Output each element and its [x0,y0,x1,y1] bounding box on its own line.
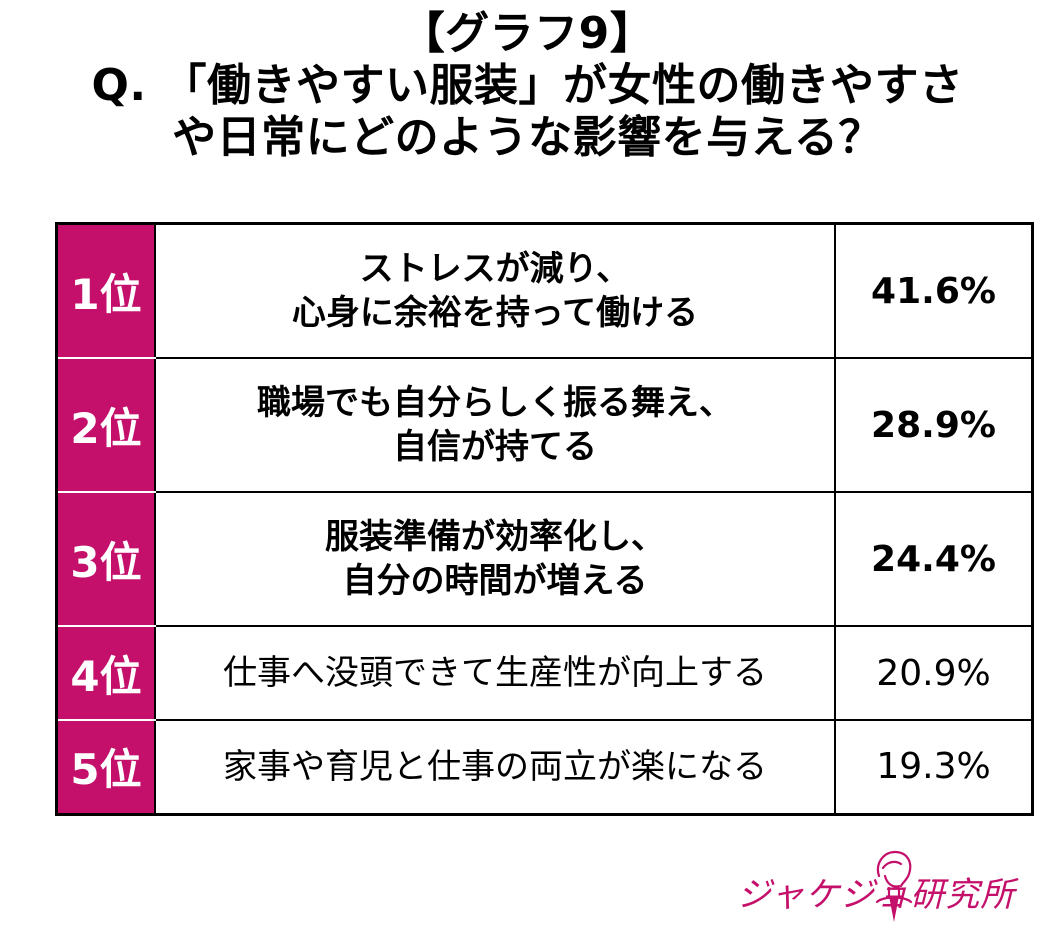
ranking-row: 5位 家事や育児と仕事の両立が楽になる 19.3% [55,718,1034,816]
ranking-row: 1位 ストレスが減り、 心身に余裕を持って働ける 41.6% [55,222,1034,360]
answer-text: 職場でも自分らしく振る舞え、 自信が持てる [154,357,836,494]
percent-value: 41.6% [834,222,1034,360]
answer-line: 職場でも自分らしく振る舞え、 [257,383,733,424]
ranking-body: 1位 ストレスが減り、 心身に余裕を持って働ける 41.6% 2位 職場でも自分らしく振る… [55,222,1034,816]
answer-line: 自信が持てる [393,427,597,468]
rank-label: 3位 [55,491,156,628]
rank-label: 2位 [55,357,156,494]
percent-value: 28.9% [834,357,1034,494]
answer-text: 服装準備が効率化し、 自分の時間が増える [154,491,836,628]
rank-label: 4位 [55,625,156,721]
ranking-row: 3位 服装準備が効率化し、 自分の時間が増える 24.4% [55,491,1034,628]
rank-label: 5位 [55,718,156,816]
answer-line: 仕事へ没頭できて生産性が向上する [223,653,767,694]
title-line-2: Q. 「働きやすい服装」が女性の働きやすさ [91,60,964,111]
title-line-1: 【グラフ9】 [400,8,655,59]
answer-line: 自分の時間が増える [342,561,648,602]
chart-title: 【グラフ9】 Q. 「働きやすい服装」が女性の働きやすさ や日常にどのような影響… [0,8,1055,164]
answer-text: ストレスが減り、 心身に余裕を持って働ける [154,222,836,360]
title-line-3: や日常にどのような影響を与える？ [172,112,883,163]
percent-value: 24.4% [834,491,1034,628]
answer-line: 服装準備が効率化し、 [325,517,665,558]
ranking-row: 4位 仕事へ没頭できて生産性が向上する 20.9% [55,625,1034,721]
answer-text: 仕事へ没頭できて生産性が向上する [154,625,836,721]
woman-profile-icon [875,850,913,922]
answer-line: ストレスが減り、 [359,249,631,290]
ranking-row: 2位 職場でも自分らしく振る舞え、 自信が持てる 28.9% [55,357,1034,494]
brand-logo: ジャケジョ研究所 [737,846,1017,926]
percent-value: 20.9% [834,625,1034,721]
answer-text: 家事や育児と仕事の両立が楽になる [154,718,836,816]
logo-text: ジャケジョ研究所 [737,875,1016,915]
answer-line: 家事や育児と仕事の両立が楽になる [223,746,767,787]
rank-label: 1位 [55,222,156,360]
ranking-table: 1位 ストレスが減り、 心身に余裕を持って働ける 41.6% 2位 職場でも自分らしく振る… [55,222,1034,816]
answer-line: 心身に余裕を持って働ける [291,293,699,334]
percent-value: 19.3% [834,718,1034,816]
